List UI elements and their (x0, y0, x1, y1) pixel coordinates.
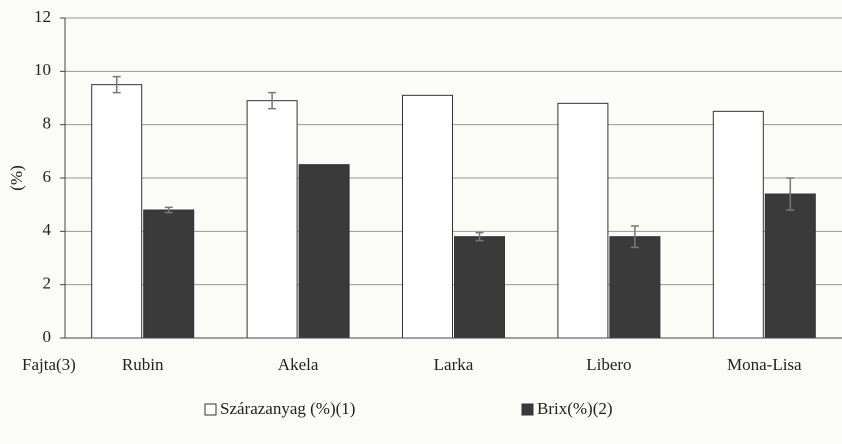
legend-swatch (521, 403, 534, 416)
bar (764, 193, 816, 339)
bar (609, 236, 661, 339)
error-bar (164, 206, 173, 214)
legend-label: Szárazanyag (%)(1) (220, 399, 355, 418)
error-bar (112, 75, 121, 94)
y-tick-label: 2 (43, 274, 52, 293)
x-tick-label: Larka (434, 355, 474, 374)
bar (298, 164, 350, 339)
bar (91, 84, 143, 339)
legend-swatch (204, 403, 217, 416)
error-bar (630, 225, 639, 249)
error-bar (475, 231, 484, 242)
error-bar (786, 177, 795, 211)
y-tick-label: 6 (43, 167, 52, 186)
bar (712, 110, 764, 339)
y-tick-label: 10 (34, 60, 51, 79)
y-tick-label: 4 (43, 220, 52, 239)
bar (246, 100, 298, 339)
x-tick-label: Akela (278, 355, 319, 374)
x-axis-label: Fajta(3) (22, 355, 76, 374)
bar (454, 236, 505, 339)
x-tick-label: Libero (586, 355, 631, 374)
bar (402, 94, 453, 339)
error-bar (268, 91, 277, 110)
legend-label: Brix(%)(2) (537, 399, 613, 418)
x-tick-label: Mona-Lisa (727, 355, 802, 374)
y-axis-label: (%) (7, 165, 26, 190)
y-tick-label: 8 (43, 114, 52, 133)
bar (143, 209, 195, 339)
x-tick-label: Rubin (122, 355, 164, 374)
bar (557, 102, 609, 339)
y-tick-label: 12 (34, 7, 51, 26)
y-tick-label: 0 (43, 327, 52, 346)
